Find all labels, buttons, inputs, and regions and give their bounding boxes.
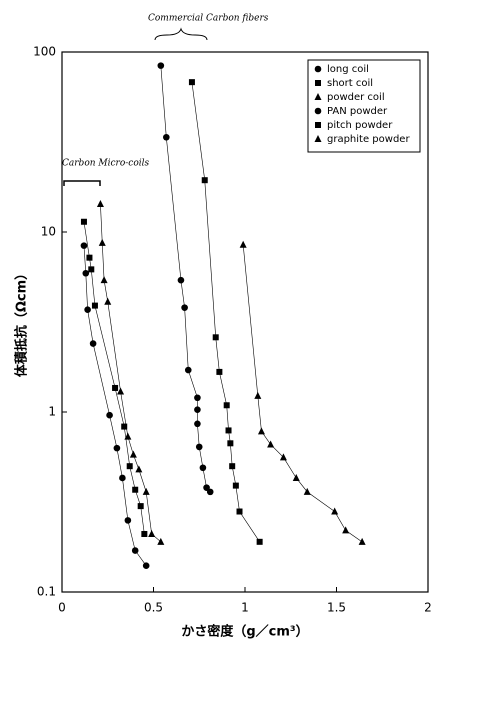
point <box>126 463 133 470</box>
point <box>223 402 230 409</box>
point <box>206 488 214 496</box>
point <box>194 406 201 413</box>
point <box>236 508 243 515</box>
legend-label: pitch powder <box>327 120 393 131</box>
y-tick-label: 0.1 <box>37 585 56 599</box>
legend-label: powder coil <box>327 92 385 103</box>
point <box>227 440 234 447</box>
point <box>113 444 121 452</box>
legend-marker <box>314 93 322 100</box>
legend-marker <box>314 65 322 73</box>
point <box>303 487 311 495</box>
point <box>106 411 113 419</box>
fit-line <box>83 221 145 535</box>
point <box>104 297 112 305</box>
point <box>80 218 87 225</box>
point <box>137 503 144 510</box>
bracket <box>63 180 101 186</box>
point <box>135 465 143 473</box>
point <box>84 306 91 314</box>
point <box>148 530 156 538</box>
point <box>181 304 188 311</box>
fit-line <box>242 244 363 543</box>
fit-line <box>100 204 162 543</box>
point <box>177 276 185 284</box>
point <box>157 62 165 69</box>
point <box>254 391 262 399</box>
point <box>91 302 98 309</box>
point <box>100 276 108 284</box>
point <box>194 420 201 428</box>
point <box>212 334 219 341</box>
legend-label: graphite powder <box>327 134 410 145</box>
x-tick-label: 1.5 <box>327 601 346 615</box>
point <box>131 547 139 554</box>
point <box>119 474 126 482</box>
point <box>279 453 287 461</box>
point <box>239 240 247 248</box>
point <box>199 464 207 472</box>
point <box>117 387 125 395</box>
point <box>184 366 192 374</box>
legend-marker <box>314 107 322 115</box>
point <box>229 463 236 470</box>
point <box>132 486 139 493</box>
point <box>358 537 366 545</box>
point <box>142 562 150 569</box>
fit-line <box>160 65 211 493</box>
point <box>112 384 119 391</box>
x-tick-label: 2 <box>424 601 432 615</box>
y-tick-label: 100 <box>33 45 56 59</box>
y-tick-label: 1 <box>48 405 56 419</box>
legend-marker <box>315 122 321 128</box>
legend-label: long coil <box>327 64 369 75</box>
point <box>201 177 208 184</box>
point <box>267 440 275 448</box>
point <box>141 531 148 538</box>
annotation: Commercial Carbon fibers <box>148 14 269 24</box>
y-axis-label: 体積抵抗（Ωcm） <box>14 267 30 377</box>
point <box>129 450 137 458</box>
legend-label: PAN powder <box>327 106 388 117</box>
point <box>163 133 170 141</box>
fit-line <box>83 245 147 566</box>
point <box>98 238 106 246</box>
x-tick-label: 0 <box>58 601 66 615</box>
legend-box <box>307 59 421 153</box>
point <box>121 423 128 430</box>
point <box>142 487 150 495</box>
point <box>257 427 265 435</box>
point <box>256 538 263 545</box>
point <box>124 517 132 524</box>
point <box>80 242 88 249</box>
point <box>194 394 201 402</box>
x-tick-label: 0.5 <box>144 601 163 615</box>
point <box>225 427 232 434</box>
point <box>342 526 350 534</box>
point <box>232 482 239 489</box>
point <box>96 200 104 208</box>
point <box>195 443 203 451</box>
x-tick-label: 1 <box>241 601 249 615</box>
annotation: Carbon Micro-coils <box>62 159 150 169</box>
point <box>89 340 97 347</box>
point <box>82 269 90 277</box>
point <box>124 432 132 440</box>
point <box>88 266 95 273</box>
point <box>331 507 339 515</box>
point <box>216 368 223 375</box>
legend-marker <box>314 135 322 142</box>
point <box>292 473 300 481</box>
legend-label: short coil <box>327 78 373 89</box>
y-tick-label: 10 <box>41 225 56 239</box>
brace <box>154 27 208 41</box>
point <box>188 79 195 86</box>
legend-marker <box>315 80 321 86</box>
x-axis-label: かさ密度（g／cm³） <box>181 624 308 640</box>
point <box>86 254 93 261</box>
point <box>157 537 165 545</box>
